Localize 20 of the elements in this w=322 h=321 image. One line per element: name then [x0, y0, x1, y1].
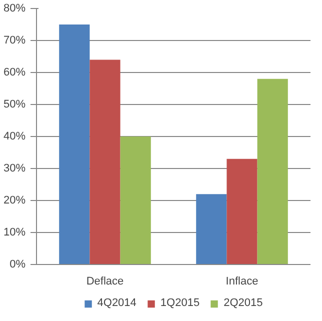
- bar: [196, 194, 227, 264]
- bar: [257, 78, 288, 264]
- x-tick-label: Inflace: [226, 276, 258, 288]
- legend-label: 1Q2015: [160, 297, 200, 309]
- bar: [226, 158, 258, 264]
- bar: [120, 136, 151, 264]
- y-tick-label: 20%: [3, 194, 26, 206]
- y-tick-label: 60%: [3, 66, 26, 78]
- y-tick-label: 40%: [3, 130, 26, 142]
- x-tick-label: Deflace: [86, 276, 124, 288]
- y-tick-label: 0%: [10, 258, 26, 270]
- y-tick-label: 80%: [3, 2, 26, 14]
- y-tick-label: 50%: [3, 98, 26, 110]
- y-tick-label: 70%: [3, 34, 26, 46]
- bar: [90, 60, 120, 264]
- y-tick-label: 10%: [3, 226, 26, 238]
- bar: [59, 24, 90, 264]
- y-tick-label: 30%: [3, 162, 26, 174]
- legend-label: 4Q2014: [97, 297, 136, 309]
- legend-label: 2Q2015: [224, 297, 263, 309]
